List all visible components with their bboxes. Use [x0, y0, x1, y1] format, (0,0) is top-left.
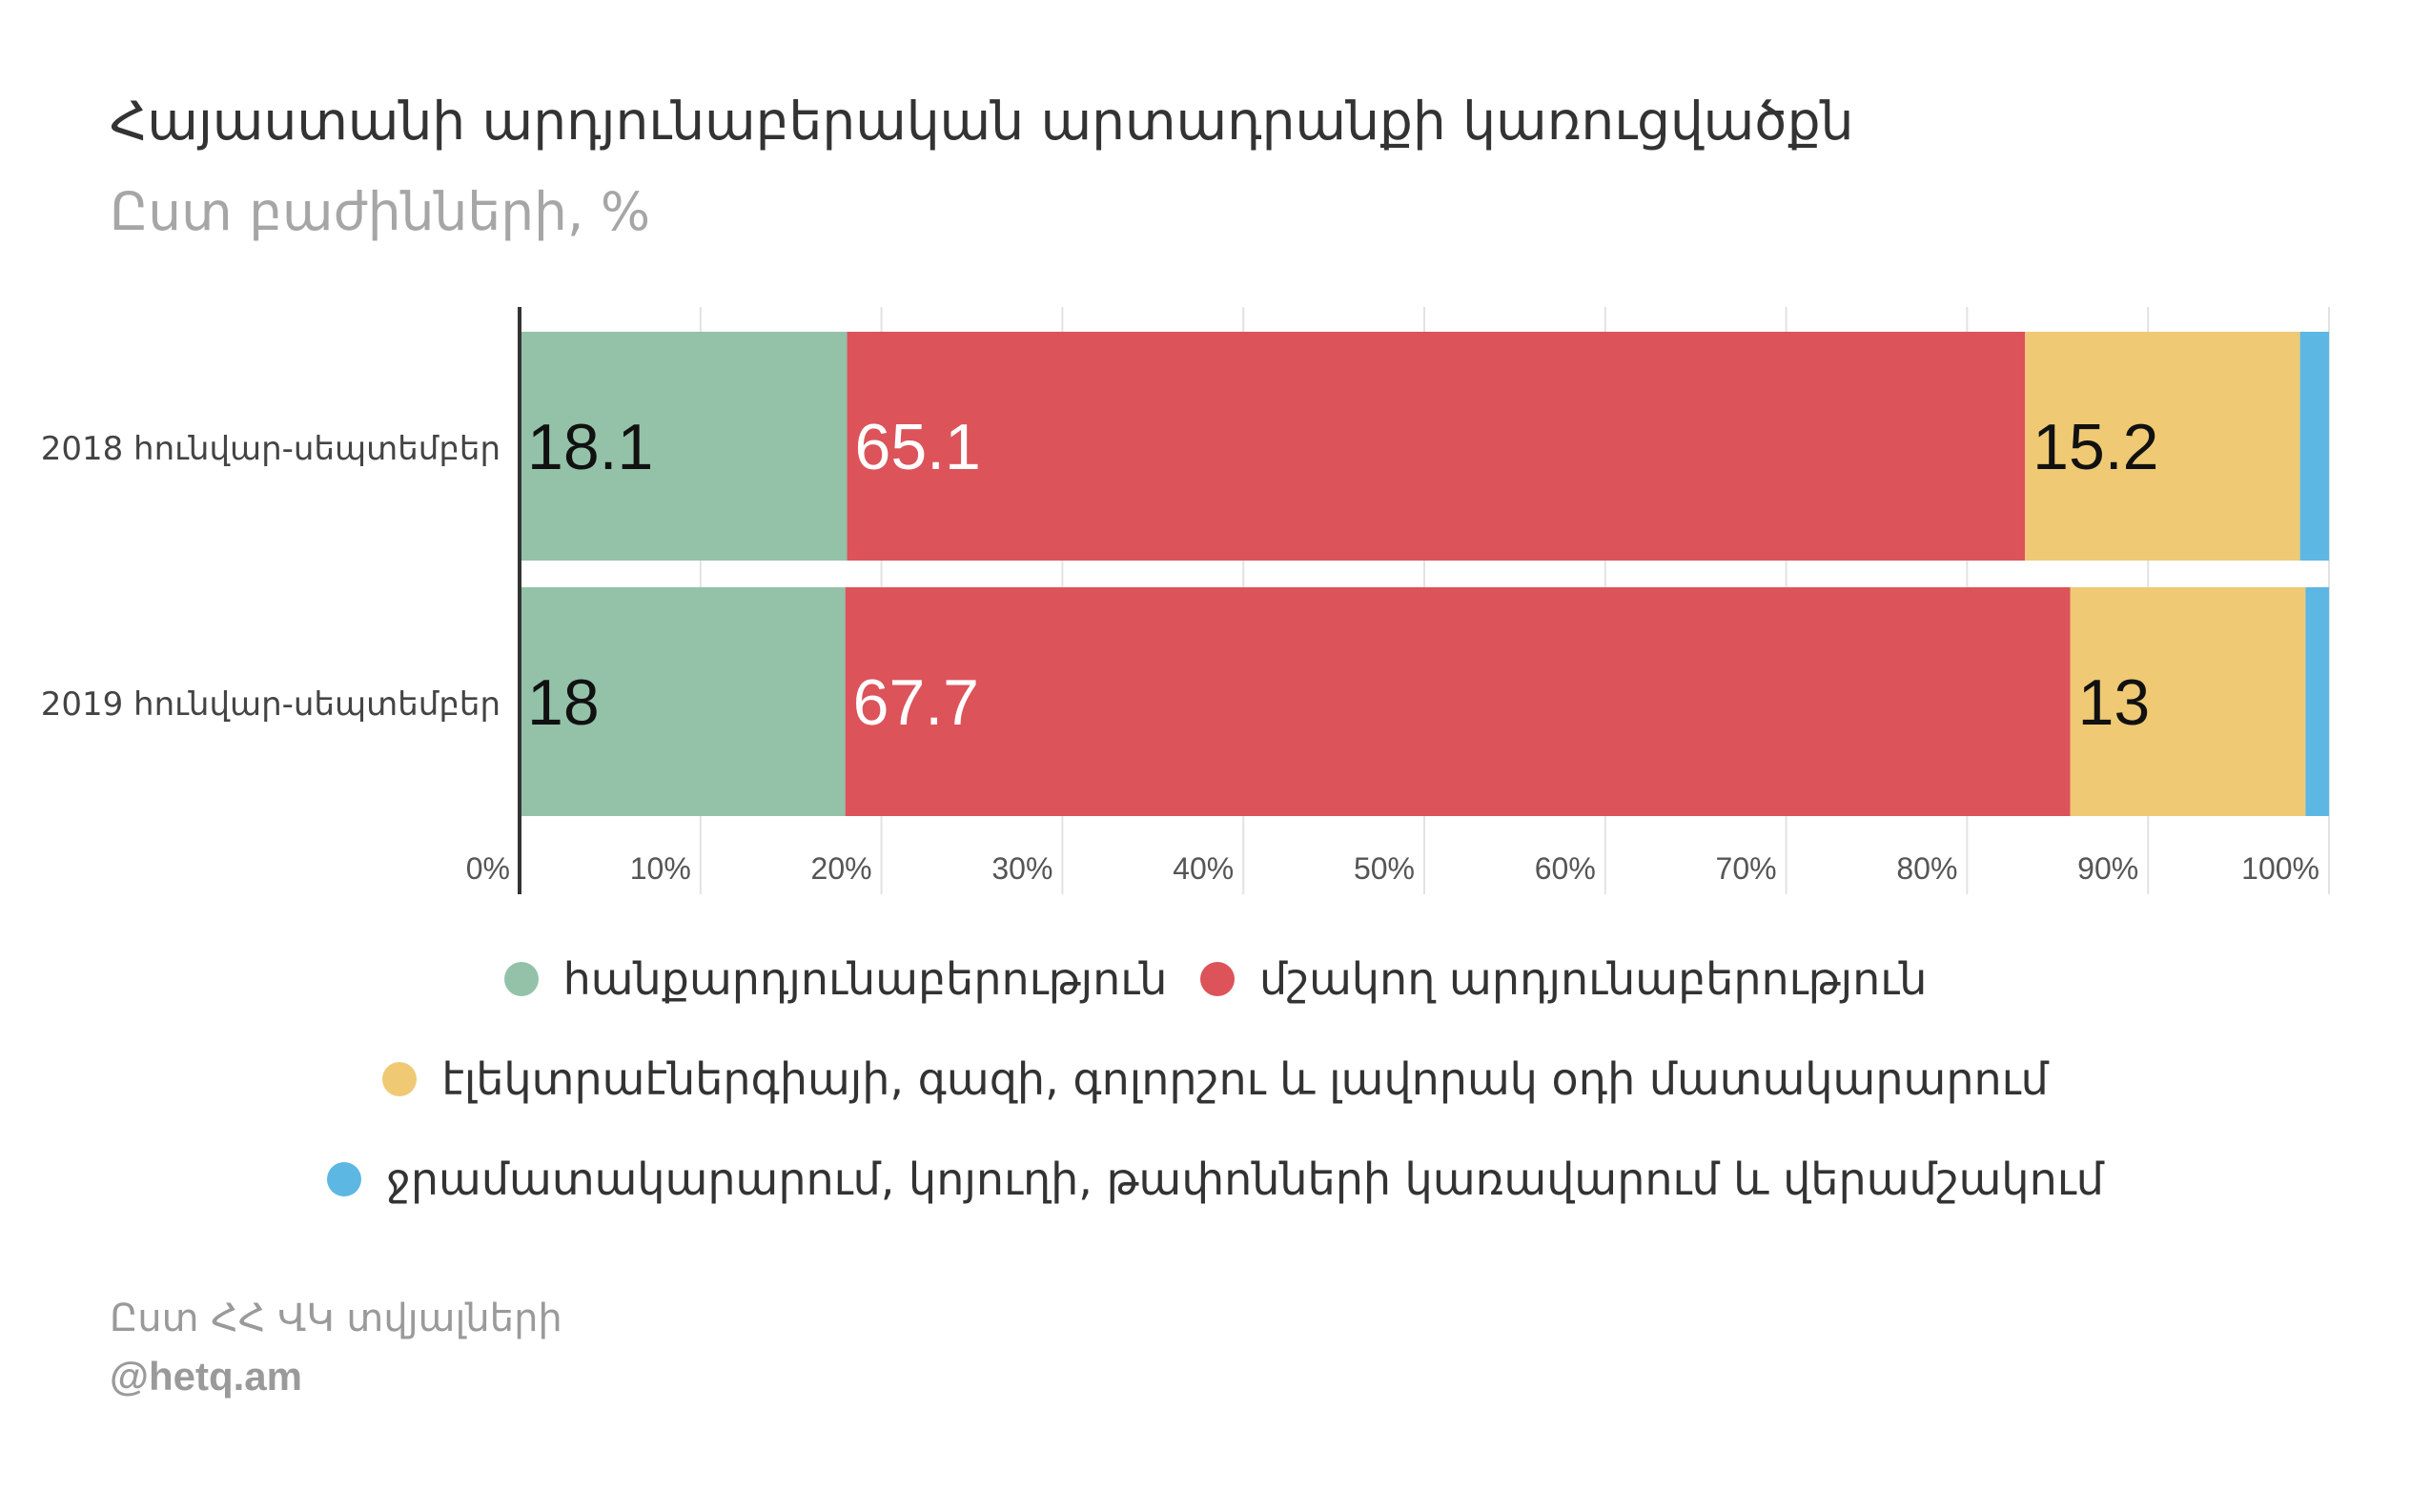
bar-segment-0-3 [2299, 332, 2329, 561]
x-tick-label-3: 30% [991, 851, 1052, 886]
x-tick-label-5: 50% [1354, 851, 1415, 886]
x-tick-label-2: 20% [811, 851, 872, 886]
stacked-bar-chart: 18.1 65.1 15.2 2018 հունվար-սեպտեմբեր 18 67.7… [41, 307, 2330, 894]
credit-text: @hetq.am [110, 1354, 302, 1399]
legend-row-1: հանքարդյունաբերություն մշակող արդյունաբե… [0, 953, 2431, 1007]
legend-swatch-water [327, 1162, 362, 1196]
legend-swatch-electricity [382, 1062, 418, 1096]
source-note: Ըստ ՀՀ ՎԿ տվյալների [110, 1297, 562, 1340]
bar-segment-1-0 [520, 587, 846, 816]
legend-item-water: ջրամատակարարում, կոյուղի, թափոնների կառա… [327, 1154, 2104, 1205]
x-tick-label-0: 0% [466, 851, 510, 886]
legend-row-3: ջրամատակարարում, կոյուղի, թափոնների կառա… [0, 1154, 2431, 1207]
data-label-0-1: 65.1 [855, 411, 981, 483]
legend-label-electricity: էլեկտրաէներգիայի, գազի, գոլորշու և լավոր… [441, 1053, 2049, 1105]
legend-item-manufacturing: մշակող արդյունաբերություն [1200, 953, 1927, 1005]
legend-label-water: ջրամատակարարում, կոյուղի, թափոնների կառա… [386, 1154, 2104, 1205]
legend-row-2: էլեկտրաէներգիայի, գազի, գոլորշու և լավոր… [0, 1053, 2431, 1107]
data-label-1-2: 13 [2078, 666, 2151, 739]
data-label-0-2: 15.2 [2033, 411, 2158, 483]
bar-segment-0-0 [520, 332, 848, 561]
chart-title: Հայաստանի արդյունաբերական արտադրանքի կառ… [110, 91, 1854, 152]
bar-segment-1-3 [2305, 587, 2329, 816]
legend-label-manufacturing: մշակող արդյունաբերություն [1259, 953, 1928, 1005]
bar-segment-0-1 [847, 332, 2026, 561]
bar-segment-1-2 [2070, 587, 2306, 816]
legend-swatch-mining [503, 962, 539, 996]
x-tick-label-9: 90% [2077, 851, 2138, 886]
data-label-0-0: 18.1 [527, 411, 653, 483]
x-tick-label-1: 10% [630, 851, 691, 886]
x-tick-label-6: 60% [1535, 851, 1596, 886]
bar-segment-1-1 [845, 587, 2071, 816]
data-label-1-0: 18 [527, 666, 600, 739]
category-label-1: 2019 հունվար-սեպտեմբեր [41, 685, 500, 724]
x-tick-label-7: 70% [1716, 851, 1777, 886]
x-tick-label-8: 80% [1896, 851, 1957, 886]
x-tick-label-4: 40% [1173, 851, 1234, 886]
data-label-1-1: 67.7 [853, 666, 979, 739]
legend-item-mining: հանքարդյունաբերություն [503, 953, 1168, 1005]
category-label-0: 2018 հունվար-սեպտեմբեր [41, 430, 500, 468]
legend-item-electricity: էլեկտրաէներգիայի, գազի, գոլորշու և լավոր… [382, 1053, 2049, 1105]
legend-swatch-manufacturing [1200, 962, 1235, 996]
legend-label-mining: հանքարդյունաբերություն [562, 953, 1168, 1005]
bar-segment-0-2 [2025, 332, 2300, 561]
chart-subtitle: Ըստ բաժինների, % [110, 181, 651, 242]
x-tick-label-10: 100% [2241, 851, 2319, 886]
